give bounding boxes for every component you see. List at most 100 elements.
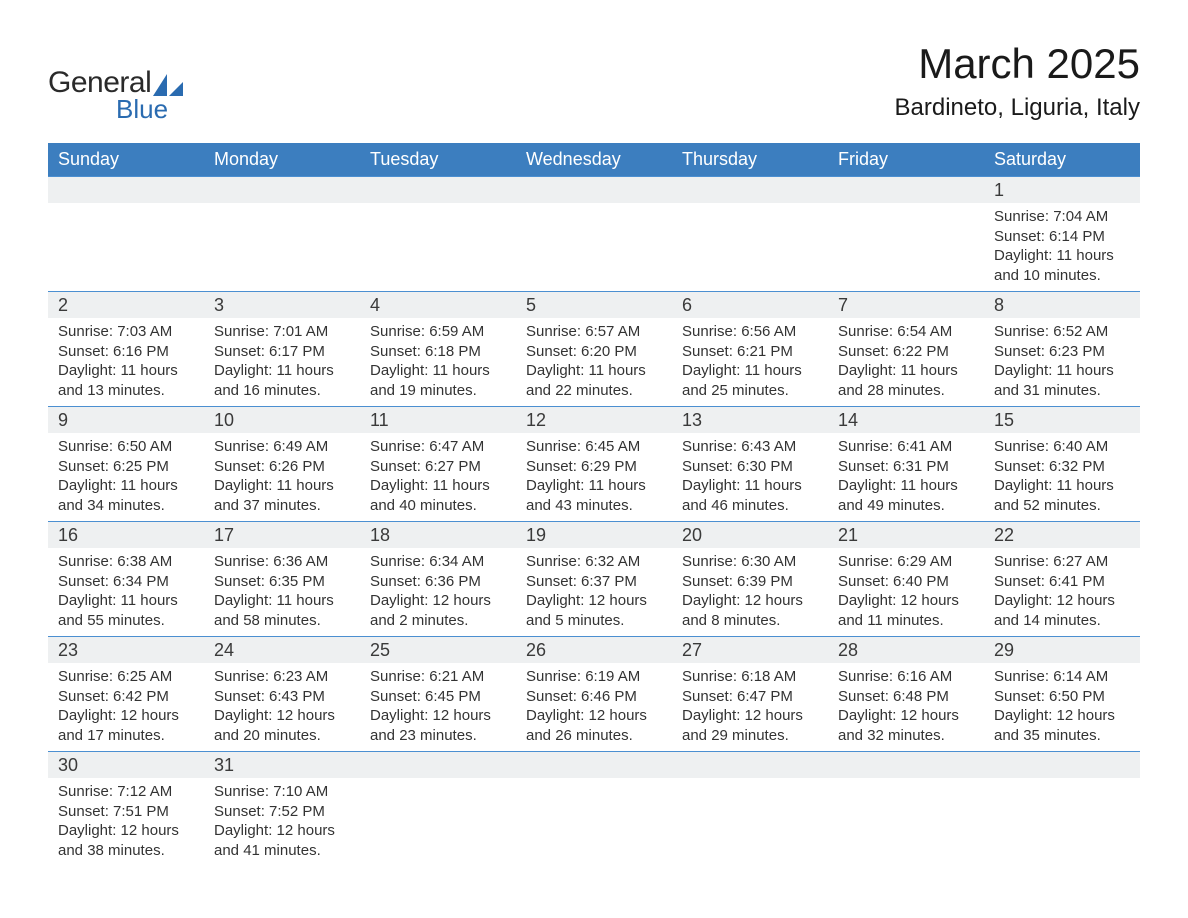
day-sunset: Sunset: 6:37 PM — [526, 572, 662, 592]
day-day2: and 14 minutes. — [994, 611, 1130, 631]
day-content: Sunrise: 6:50 AMSunset: 6:25 PMDaylight:… — [48, 433, 204, 521]
day-day2: and 55 minutes. — [58, 611, 194, 631]
day-content: Sunrise: 6:47 AMSunset: 6:27 PMDaylight:… — [360, 433, 516, 521]
day-day2: and 16 minutes. — [214, 381, 350, 401]
day-number: 8 — [984, 292, 1140, 318]
day-content: Sunrise: 6:57 AMSunset: 6:20 PMDaylight:… — [516, 318, 672, 406]
day-day1: Daylight: 12 hours — [994, 706, 1130, 726]
logo: General Blue — [48, 66, 183, 125]
day-sunrise: Sunrise: 6:16 AM — [838, 667, 974, 687]
day-content: Sunrise: 6:27 AMSunset: 6:41 PMDaylight:… — [984, 548, 1140, 636]
week-content-row: Sunrise: 6:38 AMSunset: 6:34 PMDaylight:… — [48, 548, 1140, 637]
day-number: 11 — [360, 407, 516, 433]
day-day1: Daylight: 12 hours — [214, 821, 350, 841]
day-sunrise: Sunrise: 6:43 AM — [682, 437, 818, 457]
day-number: 16 — [48, 522, 204, 548]
page-title: March 2025 — [895, 40, 1140, 88]
day-sunset: Sunset: 6:34 PM — [58, 572, 194, 592]
day-number: 4 — [360, 292, 516, 318]
day-number: 7 — [828, 292, 984, 318]
day-number: 5 — [516, 292, 672, 318]
day-number: 15 — [984, 407, 1140, 433]
day-sunset: Sunset: 6:25 PM — [58, 457, 194, 477]
day-day2: and 29 minutes. — [682, 726, 818, 746]
day-sunrise: Sunrise: 6:56 AM — [682, 322, 818, 342]
day-number: 1 — [984, 177, 1140, 203]
day-content: Sunrise: 6:34 AMSunset: 6:36 PMDaylight:… — [360, 548, 516, 636]
day-day1: Daylight: 12 hours — [526, 591, 662, 611]
day-day1: Daylight: 11 hours — [214, 361, 350, 381]
logo-text-blue: Blue — [116, 94, 183, 125]
day-day2: and 23 minutes. — [370, 726, 506, 746]
day-content: Sunrise: 6:29 AMSunset: 6:40 PMDaylight:… — [828, 548, 984, 636]
day-sunrise: Sunrise: 6:19 AM — [526, 667, 662, 687]
day-sunset: Sunset: 6:32 PM — [994, 457, 1130, 477]
logo-sail-icon — [153, 74, 183, 96]
day-content: Sunrise: 6:19 AMSunset: 6:46 PMDaylight:… — [516, 663, 672, 751]
day-content: Sunrise: 6:49 AMSunset: 6:26 PMDaylight:… — [204, 433, 360, 521]
day-day2: and 17 minutes. — [58, 726, 194, 746]
day-content: Sunrise: 6:43 AMSunset: 6:30 PMDaylight:… — [672, 433, 828, 521]
day-day1: Daylight: 12 hours — [994, 591, 1130, 611]
week-content-row: Sunrise: 6:25 AMSunset: 6:42 PMDaylight:… — [48, 663, 1140, 752]
week-content-row: Sunrise: 6:50 AMSunset: 6:25 PMDaylight:… — [48, 433, 1140, 522]
day-day2: and 26 minutes. — [526, 726, 662, 746]
col-saturday: Saturday — [984, 143, 1140, 177]
day-sunrise: Sunrise: 6:59 AM — [370, 322, 506, 342]
day-day1: Daylight: 11 hours — [58, 591, 194, 611]
day-sunrise: Sunrise: 7:12 AM — [58, 782, 194, 802]
day-day2: and 41 minutes. — [214, 841, 350, 861]
day-content: Sunrise: 6:21 AMSunset: 6:45 PMDaylight:… — [360, 663, 516, 751]
day-day1: Daylight: 12 hours — [370, 591, 506, 611]
day-day2: and 58 minutes. — [214, 611, 350, 631]
day-day1: Daylight: 12 hours — [58, 821, 194, 841]
day-sunrise: Sunrise: 6:14 AM — [994, 667, 1130, 687]
day-day2: and 13 minutes. — [58, 381, 194, 401]
day-number: 23 — [48, 637, 204, 663]
col-wednesday: Wednesday — [516, 143, 672, 177]
day-sunset: Sunset: 6:26 PM — [214, 457, 350, 477]
day-content: Sunrise: 6:16 AMSunset: 6:48 PMDaylight:… — [828, 663, 984, 751]
day-number: 25 — [360, 637, 516, 663]
day-day1: Daylight: 11 hours — [682, 361, 818, 381]
day-number: 2 — [48, 292, 204, 318]
day-number: 6 — [672, 292, 828, 318]
day-sunrise: Sunrise: 6:40 AM — [994, 437, 1130, 457]
day-sunrise: Sunrise: 6:57 AM — [526, 322, 662, 342]
day-content: Sunrise: 6:56 AMSunset: 6:21 PMDaylight:… — [672, 318, 828, 406]
day-content: Sunrise: 6:45 AMSunset: 6:29 PMDaylight:… — [516, 433, 672, 521]
col-monday: Monday — [204, 143, 360, 177]
day-day1: Daylight: 11 hours — [994, 361, 1130, 381]
day-sunrise: Sunrise: 6:47 AM — [370, 437, 506, 457]
day-day1: Daylight: 11 hours — [526, 476, 662, 496]
day-day1: Daylight: 12 hours — [682, 591, 818, 611]
day-sunrise: Sunrise: 6:30 AM — [682, 552, 818, 572]
day-sunset: Sunset: 6:48 PM — [838, 687, 974, 707]
header: General Blue March 2025 Bardineto, Ligur… — [48, 40, 1140, 125]
day-sunrise: Sunrise: 6:27 AM — [994, 552, 1130, 572]
day-sunset: Sunset: 7:52 PM — [214, 802, 350, 822]
day-sunset: Sunset: 6:47 PM — [682, 687, 818, 707]
day-number: 18 — [360, 522, 516, 548]
day-number: 12 — [516, 407, 672, 433]
week-daynum-row: 1 — [48, 177, 1140, 204]
week-content-row: Sunrise: 7:04 AMSunset: 6:14 PMDaylight:… — [48, 203, 1140, 292]
day-day1: Daylight: 11 hours — [838, 361, 974, 381]
day-number: 27 — [672, 637, 828, 663]
day-sunset: Sunset: 6:14 PM — [994, 227, 1130, 247]
day-sunset: Sunset: 6:21 PM — [682, 342, 818, 362]
day-day2: and 28 minutes. — [838, 381, 974, 401]
day-number: 14 — [828, 407, 984, 433]
day-number: 31 — [204, 752, 360, 778]
day-content: Sunrise: 6:30 AMSunset: 6:39 PMDaylight:… — [672, 548, 828, 636]
day-number: 9 — [48, 407, 204, 433]
day-number: 19 — [516, 522, 672, 548]
day-number: 21 — [828, 522, 984, 548]
day-sunrise: Sunrise: 7:10 AM — [214, 782, 350, 802]
day-day1: Daylight: 11 hours — [370, 361, 506, 381]
day-number: 26 — [516, 637, 672, 663]
day-content: Sunrise: 7:03 AMSunset: 6:16 PMDaylight:… — [48, 318, 204, 406]
day-day2: and 20 minutes. — [214, 726, 350, 746]
day-day1: Daylight: 12 hours — [526, 706, 662, 726]
day-sunrise: Sunrise: 6:52 AM — [994, 322, 1130, 342]
